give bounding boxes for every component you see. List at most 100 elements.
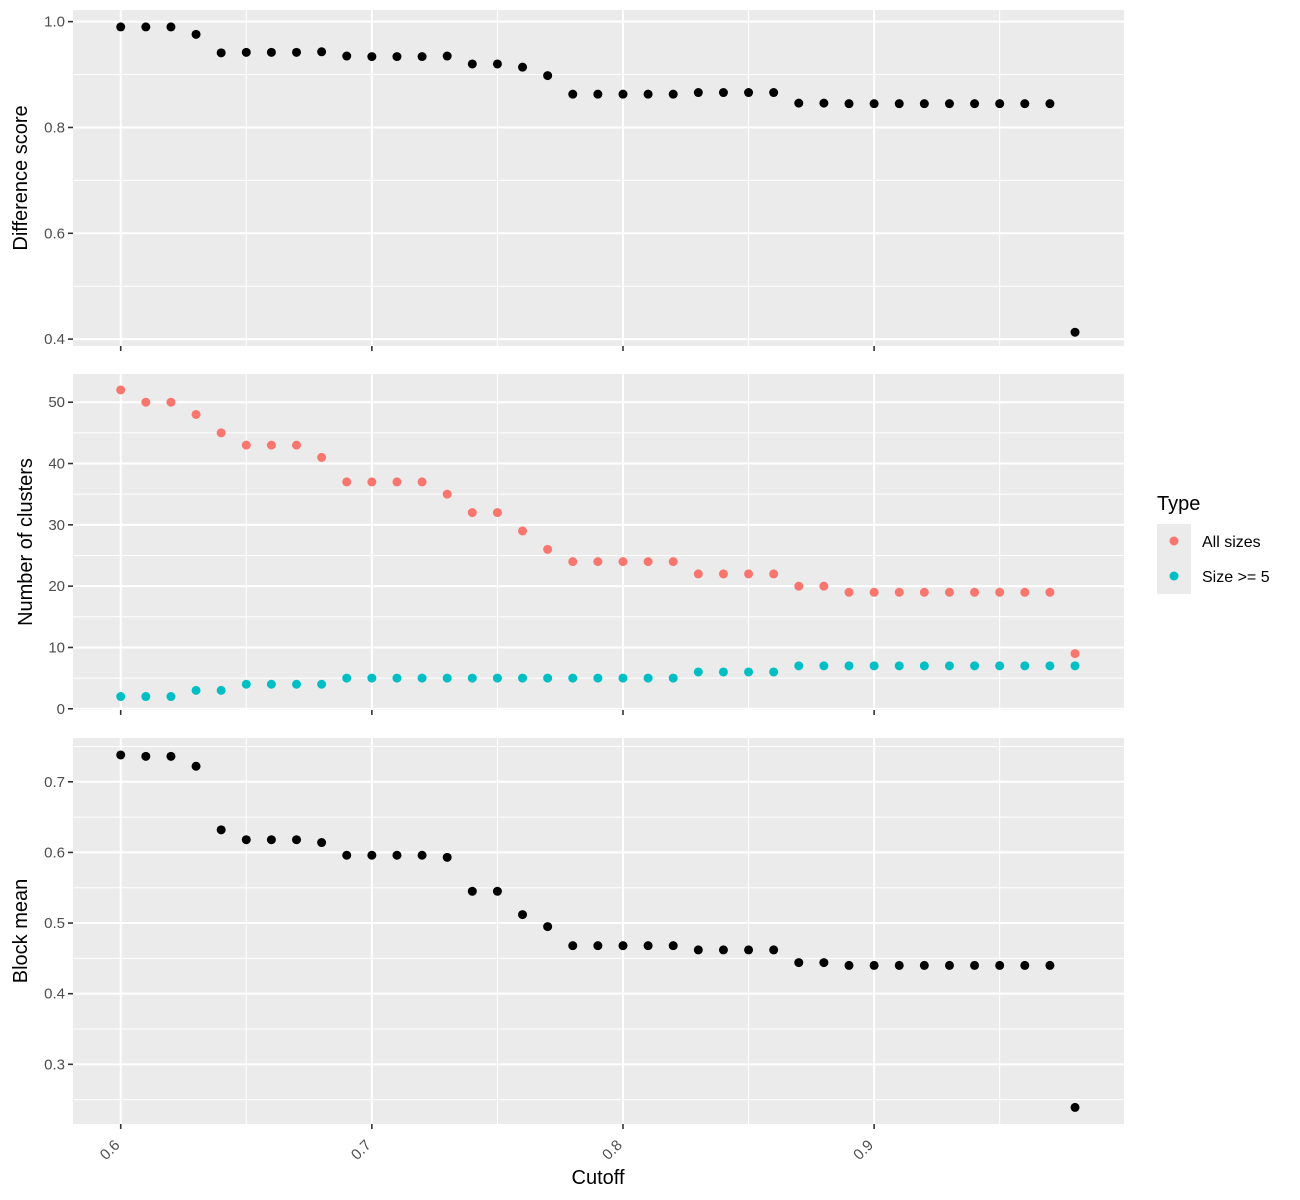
data-point	[543, 922, 553, 932]
data-point	[568, 941, 578, 951]
y-tick-label: 0.8	[44, 119, 65, 136]
data-point-size-5	[919, 661, 929, 671]
legend-label-all-sizes: All sizes	[1202, 534, 1261, 551]
data-point-size-5	[241, 679, 251, 689]
legend-item-all-sizes: All sizes	[1157, 524, 1261, 560]
y-tick-label: 0.3	[44, 1056, 65, 1073]
legend-key-size-5	[1169, 571, 1179, 581]
y-tick-label: 1.0	[44, 14, 65, 31]
data-point-all-sizes	[894, 587, 904, 597]
data-point-all-sizes	[216, 428, 226, 438]
data-point	[693, 88, 703, 98]
data-point-all-sizes	[292, 440, 302, 450]
data-point-size-5	[819, 661, 829, 671]
data-point	[518, 910, 528, 920]
y-tick-label: 0.6	[44, 225, 65, 242]
data-point-size-5	[442, 673, 452, 683]
y-tick-label: 0.5	[44, 915, 65, 932]
panel-block-mean: 0.3 0.4 0.5 0.6 0.7 0.6 0.7 0.8 0.9 Block mean C…	[10, 738, 1124, 1189]
data-point-all-sizes	[819, 581, 829, 591]
data-point	[292, 47, 302, 57]
axis-ticks: 0 10 20 30 40 50	[48, 394, 875, 718]
data-point	[643, 89, 653, 99]
data-point-all-sizes	[568, 557, 578, 567]
data-point-all-sizes	[467, 508, 477, 518]
panel-difference-score: 0.4 0.6 0.8 1.0 Difference score	[10, 10, 1124, 351]
data-point-size-5	[995, 661, 1005, 671]
data-point	[744, 88, 754, 98]
x-tick-label: 0.7	[348, 1137, 375, 1164]
data-point-size-5	[342, 673, 352, 683]
data-points	[116, 385, 1080, 702]
data-point	[769, 945, 779, 955]
x-axis-title: Cutoff	[572, 1167, 625, 1189]
data-point-size-5	[744, 667, 754, 677]
data-point-all-sizes	[367, 477, 377, 487]
y-tick-label: 0.7	[44, 774, 65, 791]
data-point-size-5	[944, 661, 954, 671]
data-point-size-5	[894, 661, 904, 671]
data-point-size-5	[116, 692, 126, 702]
data-point-size-5	[970, 661, 980, 671]
data-point-size-5	[618, 673, 628, 683]
data-point-size-5	[794, 661, 804, 671]
data-point	[693, 945, 703, 955]
data-point	[995, 99, 1005, 109]
data-point	[467, 59, 477, 69]
legend-label-size-5: Size >= 5	[1202, 569, 1270, 586]
y-tick-label: 20	[48, 578, 65, 595]
data-point-all-sizes	[191, 409, 201, 419]
panel-background	[73, 374, 1124, 710]
data-point-all-sizes	[919, 587, 929, 597]
y-tick-label: 10	[48, 639, 65, 656]
x-tick-label: 0.9	[850, 1137, 877, 1164]
y-tick-label: 0.4	[44, 331, 65, 348]
data-points	[116, 750, 1080, 1112]
data-point	[543, 71, 553, 81]
data-point	[241, 47, 251, 57]
legend: Type All sizes Size >= 5	[1157, 493, 1270, 594]
data-point	[568, 89, 578, 99]
data-point	[292, 835, 302, 845]
data-point-size-5	[568, 673, 578, 683]
data-point	[894, 960, 904, 970]
data-point-all-sizes	[1045, 587, 1055, 597]
axis-ticks: 0.4 0.6 0.8 1.0	[44, 14, 875, 351]
data-point-size-5	[543, 673, 553, 683]
data-point	[970, 960, 980, 970]
y-tick-label: 0.6	[44, 844, 65, 861]
y-tick-label: 50	[48, 394, 65, 411]
data-point-all-sizes	[618, 557, 628, 567]
data-point	[618, 89, 628, 99]
data-point-size-5	[392, 673, 402, 683]
data-point-size-5	[668, 673, 678, 683]
data-point-size-5	[1020, 661, 1030, 671]
data-point-all-sizes	[543, 544, 553, 554]
data-point	[317, 47, 327, 57]
data-point	[442, 852, 452, 862]
data-point-all-sizes	[643, 557, 653, 567]
data-point-all-sizes	[518, 526, 528, 536]
data-point	[392, 850, 402, 860]
data-point	[819, 958, 829, 968]
data-point-all-sizes	[492, 508, 502, 518]
data-point-size-5	[1045, 661, 1055, 671]
data-point-all-sizes	[844, 587, 854, 597]
data-point-size-5	[518, 673, 528, 683]
data-point-all-sizes	[718, 569, 728, 579]
y-tick-label: 30	[48, 517, 65, 534]
legend-title: Type	[1157, 493, 1200, 515]
data-point	[1070, 327, 1080, 337]
data-point-size-5	[216, 685, 226, 695]
data-point	[216, 825, 226, 835]
data-point	[643, 941, 653, 951]
data-point	[392, 52, 402, 62]
grid-lines	[73, 374, 1124, 710]
y-tick-label: 40	[48, 456, 65, 473]
data-point	[342, 850, 352, 860]
data-point-all-sizes	[342, 477, 352, 487]
data-point	[191, 29, 201, 39]
data-point-all-sizes	[317, 452, 327, 462]
data-point-all-sizes	[668, 557, 678, 567]
data-point	[844, 960, 854, 970]
